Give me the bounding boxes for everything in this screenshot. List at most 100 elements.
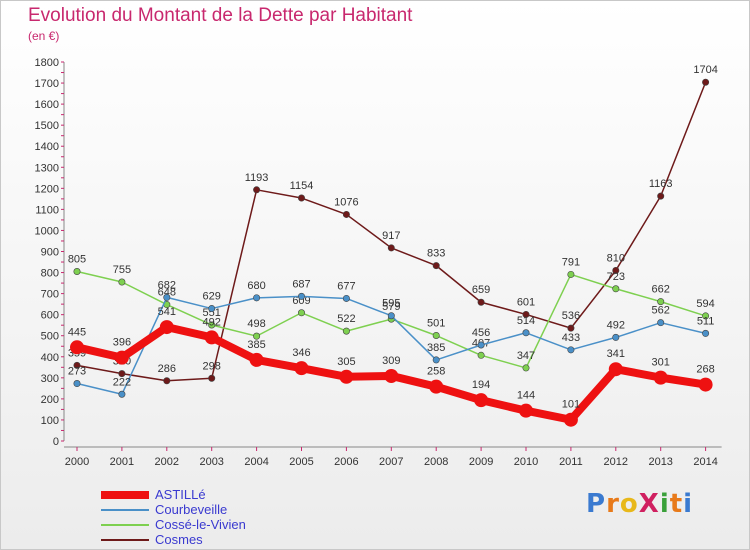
data-point — [118, 370, 126, 378]
x-tick-label: 2005 — [289, 456, 313, 468]
y-tick-label: 1200 — [35, 183, 59, 195]
data-label: 273 — [68, 366, 86, 378]
data-point — [657, 298, 665, 306]
data-point — [339, 369, 354, 384]
data-label: 662 — [652, 284, 670, 296]
y-tick-label: 1400 — [35, 141, 59, 153]
data-label: 680 — [247, 280, 265, 292]
y-tick-label: 1800 — [35, 57, 59, 69]
x-tick-label: 2009 — [469, 456, 493, 468]
data-point — [474, 393, 489, 408]
data-point — [342, 327, 350, 335]
data-point — [522, 329, 530, 337]
data-label: 541 — [158, 306, 176, 318]
data-label: 514 — [517, 315, 535, 327]
data-point — [432, 262, 440, 270]
x-tick-label: 2012 — [604, 456, 628, 468]
x-tick-label: 2002 — [155, 456, 179, 468]
legend-label: ASTILLé — [155, 487, 206, 502]
data-point — [702, 329, 710, 337]
data-label: 833 — [427, 248, 445, 260]
data-label: 594 — [696, 298, 714, 310]
legend-item: Cossé-le-Vivien — [101, 517, 246, 532]
y-tick-label: 1100 — [35, 204, 59, 216]
data-label: 1163 — [649, 178, 673, 190]
data-point — [297, 309, 305, 317]
data-point — [563, 412, 578, 427]
data-point — [522, 364, 530, 372]
data-point — [118, 390, 126, 398]
data-point — [432, 356, 440, 364]
data-point — [208, 305, 216, 313]
legend-label: Cosmes — [155, 532, 203, 547]
data-label: 511 — [697, 315, 715, 327]
y-tick-label: 400 — [41, 352, 59, 364]
data-point — [114, 350, 129, 365]
y-tick-label: 900 — [41, 247, 59, 259]
data-label: 1704 — [693, 64, 717, 76]
data-label: 456 — [472, 327, 490, 339]
data-point — [253, 332, 261, 340]
data-point — [297, 194, 305, 202]
x-tick-label: 2006 — [334, 456, 358, 468]
data-point — [208, 374, 216, 382]
legend-swatch — [101, 508, 149, 511]
data-point — [342, 210, 350, 218]
x-tick-label: 2004 — [244, 456, 268, 468]
legend-item: ASTILLé — [101, 487, 246, 502]
legend-label: Courbeveille — [155, 502, 228, 517]
data-label: 677 — [337, 280, 355, 292]
data-label: 755 — [113, 264, 131, 276]
data-label: 1193 — [245, 172, 269, 184]
data-label: 268 — [696, 364, 714, 376]
line-chart: 0 100 200 300 400 500 600 700 800 900 1000 1100 1200… — [35, 57, 722, 468]
data-label: 601 — [517, 296, 535, 308]
data-label: 1154 — [290, 180, 314, 192]
data-label: 492 — [203, 316, 221, 328]
data-point — [657, 192, 665, 200]
x-tick-label: 2013 — [648, 456, 672, 468]
data-label: 501 — [427, 318, 445, 330]
data-label: 194 — [472, 379, 490, 391]
data-point — [387, 312, 395, 320]
data-label: 341 — [607, 348, 625, 360]
data-label: 595 — [382, 298, 400, 310]
data-label: 917 — [382, 230, 400, 242]
data-point — [612, 333, 620, 341]
x-tick-label: 2011 — [559, 456, 583, 468]
data-point — [702, 78, 710, 86]
y-tick-label: 300 — [41, 373, 59, 385]
data-point — [384, 368, 399, 383]
data-point — [73, 380, 81, 388]
data-point — [612, 266, 620, 274]
y-tick-label: 200 — [41, 394, 59, 406]
data-label: 385 — [427, 342, 445, 354]
data-point — [567, 346, 575, 354]
data-point — [477, 298, 485, 306]
data-point — [208, 321, 216, 329]
data-label: 687 — [292, 278, 310, 290]
data-label: 433 — [562, 332, 580, 344]
data-point — [432, 332, 440, 340]
data-label: 396 — [113, 337, 131, 349]
y-tick-label: 100 — [41, 415, 59, 427]
data-label: 723 — [607, 271, 625, 283]
data-label: 1076 — [334, 196, 358, 208]
data-label: 629 — [203, 291, 221, 303]
y-tick-label: 1300 — [35, 162, 59, 174]
data-point — [387, 244, 395, 252]
y-tick-label: 1000 — [35, 225, 59, 237]
data-label: 305 — [337, 356, 355, 368]
legend-label: Cossé-le-Vivien — [155, 517, 246, 532]
data-point — [519, 403, 533, 418]
data-label: 659 — [472, 284, 490, 296]
data-point — [612, 285, 620, 293]
data-point — [249, 352, 264, 367]
x-tick-label: 2003 — [199, 456, 223, 468]
data-point — [253, 186, 261, 194]
data-label: 222 — [113, 376, 131, 388]
legend-item: Cosmes — [101, 532, 246, 547]
data-label: 682 — [158, 279, 176, 291]
data-point — [342, 294, 350, 302]
data-label: 445 — [68, 326, 86, 338]
